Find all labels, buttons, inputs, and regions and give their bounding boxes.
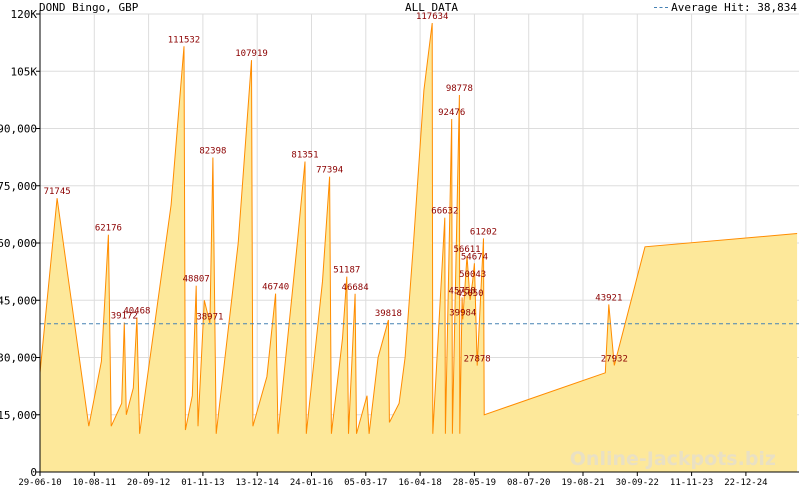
chart-title: DOND Bingo, GBP (39, 1, 139, 14)
peak-value-label: 46740 (262, 283, 289, 293)
y-tick-label: 0 (30, 466, 37, 479)
y-tick-label: 75,000 (0, 180, 37, 193)
peak-value-label: 39172 (111, 311, 138, 321)
peak-value-label: 46684 (342, 283, 369, 293)
peak-value-label: 98778 (446, 84, 473, 94)
y-tick-label: 60,000 (0, 237, 37, 250)
peak-value-label: 50043 (459, 270, 486, 280)
peak-value-label: 27878 (464, 355, 491, 365)
x-tick-label: 29-06-10 (18, 478, 61, 488)
peak-value-label: 111532 (168, 35, 201, 45)
peak-value-label: 77394 (316, 166, 343, 176)
x-tick-label: 24-01-16 (290, 478, 333, 488)
x-tick-label: 22-12-24 (724, 478, 767, 488)
y-tick-label: 45,000 (0, 294, 37, 307)
y-tick-label: 120K (11, 8, 38, 21)
peak-value-label: 61202 (470, 227, 497, 237)
peak-value-label: 66632 (431, 207, 458, 217)
y-tick-label: 15,000 (0, 409, 37, 422)
x-tick-label: 10-08-11 (73, 478, 116, 488)
peak-value-label: 39984 (449, 308, 476, 318)
x-tick-label: 05-03-17 (344, 478, 387, 488)
legend-label: Average Hit: 38,834 (671, 1, 797, 14)
x-tick-label: 20-09-12 (127, 478, 170, 488)
peak-value-label: 48807 (183, 275, 210, 285)
x-tick-label: 01-11-13 (181, 478, 224, 488)
area-series (39, 22, 798, 472)
x-tick-label: 19-08-21 (561, 478, 604, 488)
x-tick-label: 08-07-20 (507, 478, 550, 488)
peak-value-label: 27932 (601, 354, 628, 364)
peak-value-label: 82398 (199, 147, 226, 157)
x-tick-label: 30-09-22 (616, 478, 659, 488)
x-tick-label: 16-04-18 (398, 478, 441, 488)
peak-value-label: 71745 (44, 187, 71, 197)
peak-value-label: 62176 (95, 224, 122, 234)
x-tick-labels: 29-06-10 10-08-11 20-09-12 01-11-13 13-12-14… (18, 478, 767, 488)
peak-value-label: 38971 (196, 312, 223, 322)
peak-value-label: 107919 (235, 49, 268, 59)
peak-value-label: 40468 (123, 307, 150, 317)
peak-value-label: 39818 (375, 309, 402, 319)
axes (36, 10, 799, 476)
x-tick-label: 28-05-19 (453, 478, 496, 488)
peak-value-label: 81351 (291, 151, 318, 161)
y-tick-label: 30,000 (0, 352, 37, 365)
peak-value-label: 117634 (416, 12, 449, 22)
peak-value-label: 54674 (461, 252, 488, 262)
y-tick-label: 105K (11, 65, 38, 78)
x-tick-label: 13-12-14 (236, 478, 279, 488)
watermark: Online-Jackpots.biz (569, 448, 776, 470)
series-line (39, 22, 798, 434)
peak-value-label: 92476 (438, 108, 465, 118)
chart-subtitle: ALL DATA (405, 1, 458, 14)
x-tick-label: 11-11-23 (670, 478, 713, 488)
y-tick-labels: 0 15,000 30,000 45,000 60,000 75,000 90,000 105… (0, 8, 37, 479)
peak-value-label: 43921 (595, 293, 622, 303)
legend: Average Hit: 38,834 (654, 1, 797, 14)
peak-value-label: 45758 (449, 286, 476, 296)
y-tick-label: 90,000 (0, 123, 37, 136)
peak-value-label: 45050 (457, 289, 484, 299)
peak-value-label: 51187 (333, 266, 360, 276)
area-fill (40, 23, 798, 472)
peak-value-label: 56611 (453, 245, 480, 255)
legend-dashed-line-icon (654, 7, 669, 8)
